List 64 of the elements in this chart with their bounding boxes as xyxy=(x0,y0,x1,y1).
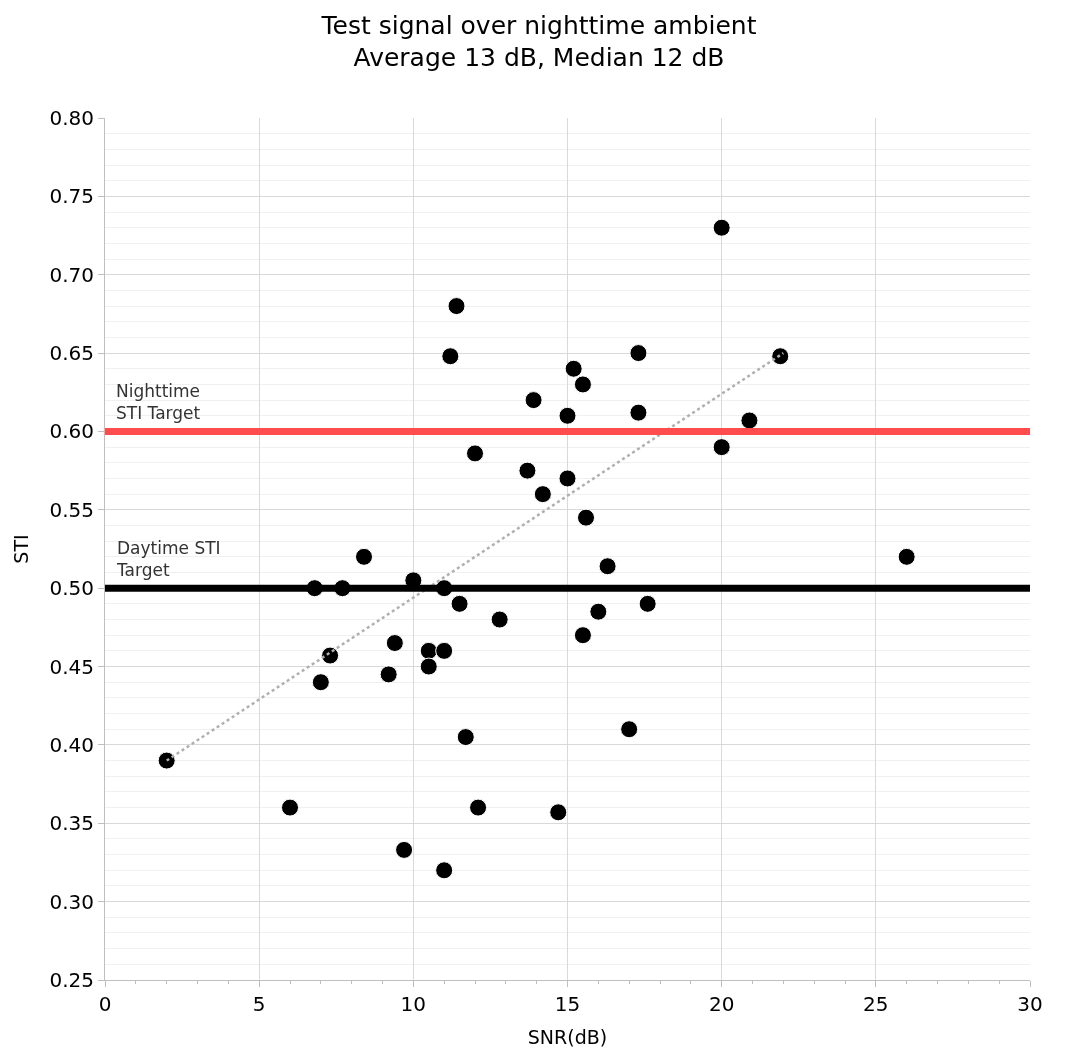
point xyxy=(435,641,454,660)
x-tick-label: 30 xyxy=(1017,992,1043,1016)
y-tick-label: 0.55 xyxy=(49,497,94,522)
point xyxy=(321,646,340,665)
point xyxy=(598,557,617,576)
point xyxy=(435,861,454,880)
point xyxy=(450,594,469,613)
point xyxy=(629,344,648,363)
y-tick-label: 0.65 xyxy=(49,341,94,366)
point xyxy=(441,347,460,366)
point xyxy=(419,657,438,676)
point xyxy=(447,297,466,316)
x-tick-label: 5 xyxy=(252,992,266,1016)
point xyxy=(379,665,398,684)
point xyxy=(385,634,404,653)
point xyxy=(558,469,577,488)
y-tick-label: 0.45 xyxy=(49,654,94,679)
point xyxy=(589,602,608,621)
y-tick-label: 0.30 xyxy=(49,889,94,914)
y-tick-label: 0.75 xyxy=(49,184,94,209)
point xyxy=(549,803,568,822)
x-axis-title: SNR(dB) xyxy=(527,1025,608,1048)
point xyxy=(157,751,176,770)
point xyxy=(395,840,414,859)
point xyxy=(638,594,657,613)
point xyxy=(620,720,639,739)
y-tick-label: 0.40 xyxy=(49,732,94,757)
point xyxy=(897,547,916,566)
point xyxy=(466,444,484,463)
x-tick-label: 15 xyxy=(554,992,581,1016)
point xyxy=(456,728,475,747)
y-tick-label: 0.25 xyxy=(49,968,94,992)
y-tick-label: 0.35 xyxy=(49,811,94,836)
y-tick-label: 0.50 xyxy=(49,576,94,601)
x-tick-label: 0 xyxy=(98,992,112,1016)
point xyxy=(712,438,731,457)
point xyxy=(469,798,488,817)
point xyxy=(573,626,592,645)
point xyxy=(740,411,759,430)
ref-line-label: Daytime STI Target xyxy=(116,538,221,581)
point xyxy=(712,218,731,237)
point xyxy=(518,461,537,480)
x-tick-label: 20 xyxy=(708,992,735,1016)
y-tick-label: 0.80 xyxy=(49,106,94,130)
x-tick-label: 10 xyxy=(400,992,427,1016)
y-axis-title: STI xyxy=(10,534,33,564)
point xyxy=(524,391,543,410)
point xyxy=(355,547,373,566)
point xyxy=(771,347,790,366)
point xyxy=(533,485,552,504)
point xyxy=(558,406,577,425)
chart-subtitle: Average 13 dB, Median 12 dB xyxy=(353,43,725,73)
point xyxy=(564,359,583,378)
x-tick-label: 25 xyxy=(863,992,889,1016)
ref-line-label: Nighttime STI Target xyxy=(116,381,201,424)
point xyxy=(311,673,330,692)
chart-title: Test signal over nighttime ambient xyxy=(320,10,757,40)
point xyxy=(573,375,592,394)
point xyxy=(629,403,648,422)
point xyxy=(577,508,595,527)
y-tick-label: 0.70 xyxy=(49,262,94,287)
point xyxy=(281,798,299,817)
point xyxy=(490,610,509,629)
y-tick-label: 0.60 xyxy=(49,419,94,444)
